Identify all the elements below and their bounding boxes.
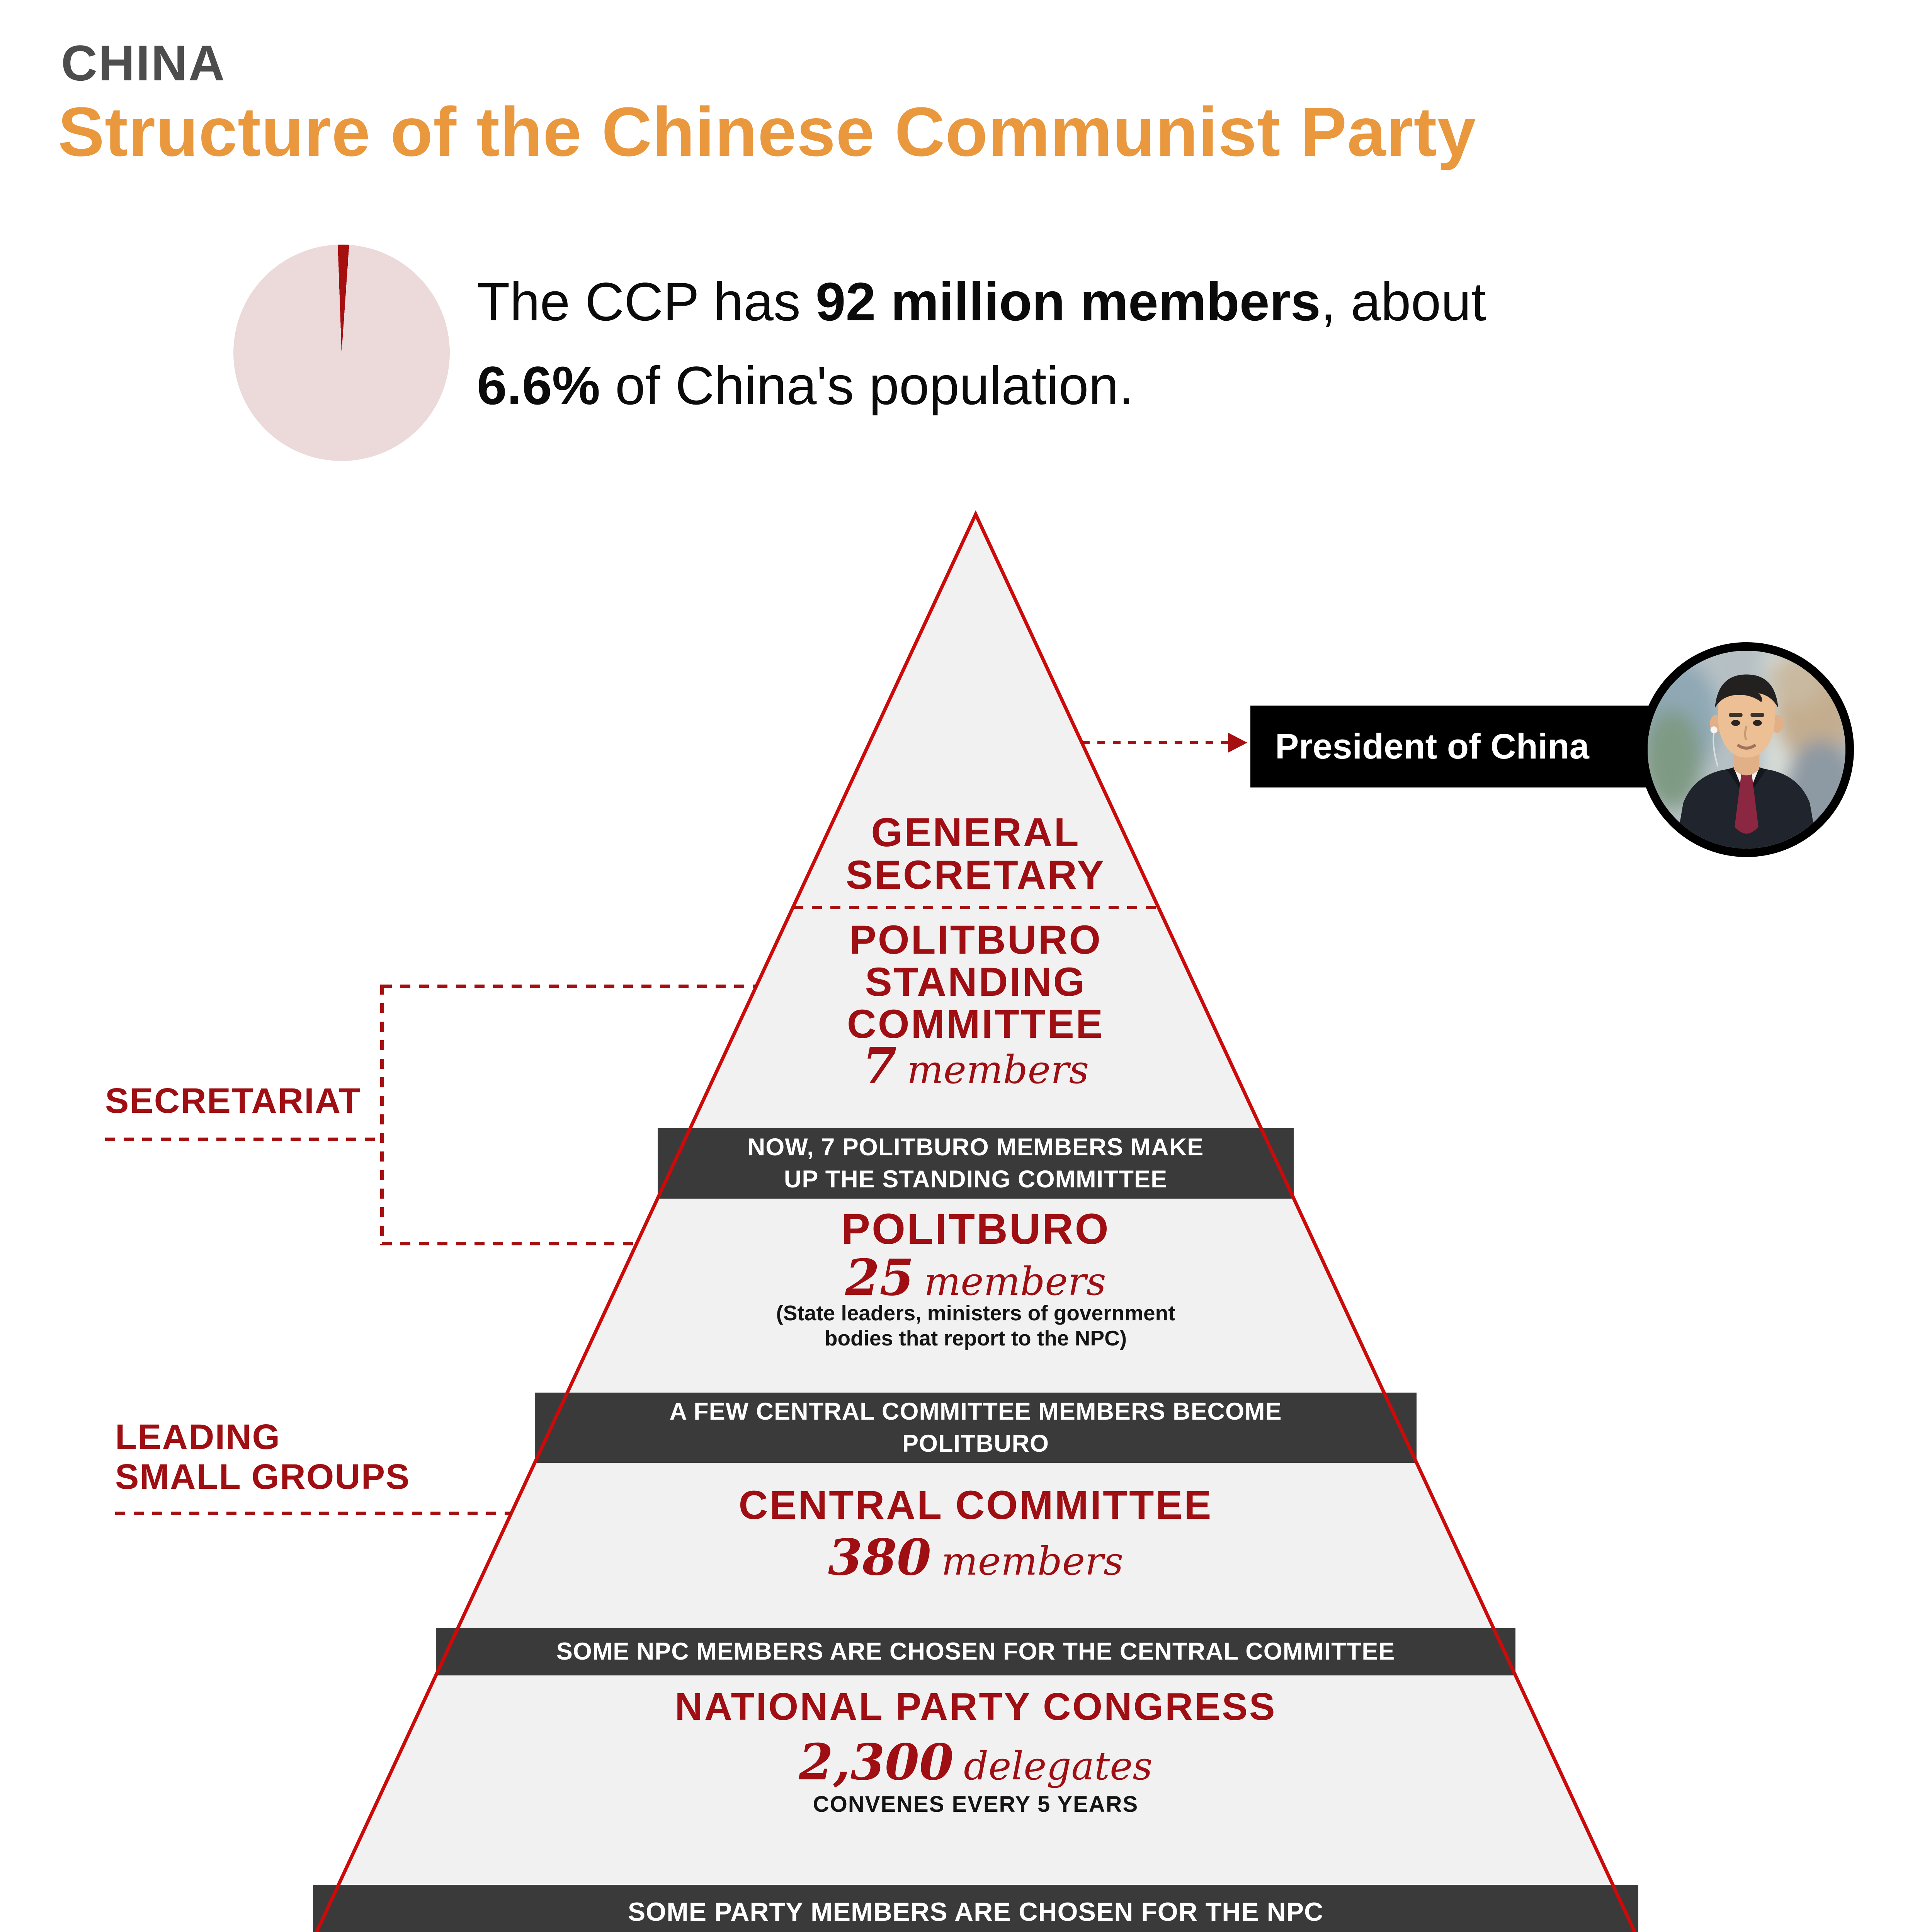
secretariat-bracket-top xyxy=(382,985,757,988)
band-standing-committee: NOW, 7 POLITBURO MEMBERS MAKE UP THE STA… xyxy=(658,1128,1294,1199)
chevron-up-icon xyxy=(784,1849,1167,1885)
secretariat-bracket-vertical xyxy=(380,985,384,1245)
president-label: President of China xyxy=(1275,726,1589,766)
president-callout: President of China xyxy=(1250,706,1657,787)
intro-text: The CCP has 92 million members, about 6.… xyxy=(477,260,1486,427)
kicker-label: CHINA xyxy=(61,35,226,91)
level-central-committee: CENTRAL COMMITTEE xyxy=(738,1483,1213,1528)
politburo-note: (State leaders, ministers of government … xyxy=(776,1301,1175,1350)
secretariat-label: SECRETARIAT xyxy=(105,1081,361,1121)
intro-line-2: 6.6% of China's population. xyxy=(477,355,1134,416)
band-central-committee: SOME NPC MEMBERS ARE CHOSEN FOR THE CENT… xyxy=(436,1628,1515,1675)
npc-note: CONVENES EVERY 5 YEARS xyxy=(813,1792,1139,1817)
president-dotted-arrow-line xyxy=(1082,741,1229,744)
band-npc: SOME PARTY MEMBERS ARE CHOSEN FOR THE NP… xyxy=(313,1885,1638,1932)
secretariat-bracket-bottom xyxy=(382,1242,637,1245)
membership-pie-chart xyxy=(233,245,450,461)
arrowhead-icon xyxy=(1228,733,1247,753)
level-politburo-standing-committee: POLITBURO STANDING COMMITTEE xyxy=(847,917,1104,1047)
secretariat-underline-dotted xyxy=(105,1138,382,1141)
npc-delegate-count: 2,300 delegates xyxy=(799,1733,1153,1791)
central-committee-member-count: 380 members xyxy=(828,1529,1124,1587)
leading-small-groups-connector xyxy=(115,1512,511,1515)
band-politburo: A FEW CENTRAL COMMITTEE MEMBERS BECOME P… xyxy=(535,1393,1417,1463)
leading-small-groups-label: LEADING SMALL GROUPS xyxy=(115,1417,410,1497)
politburo-member-count: 25 members xyxy=(845,1249,1106,1307)
level-general-secretary: GENERAL SECRETARY xyxy=(846,810,1105,898)
page-title: Structure of the Chinese Communist Party xyxy=(58,93,1476,171)
chevron-up-icon xyxy=(784,1593,1167,1628)
divider-dotted-line xyxy=(793,906,1158,909)
intro-line-1: The CCP has 92 million members, about xyxy=(477,271,1486,332)
level-politburo: POLITBURO xyxy=(841,1205,1110,1253)
chevron-up-icon xyxy=(784,1357,1167,1393)
psc-member-count: 7 members xyxy=(862,1037,1089,1095)
president-photo xyxy=(1639,642,1854,857)
chevron-up-icon xyxy=(784,1093,1167,1128)
level-national-party-congress: NATIONAL PARTY CONGRESS xyxy=(675,1685,1277,1728)
